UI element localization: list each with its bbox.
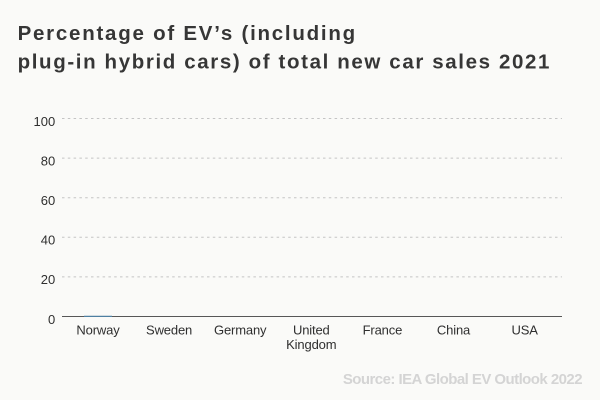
svg-text:100: 100 xyxy=(33,114,55,129)
svg-text:Source: IEA Global EV Outlook: Source: IEA Global EV Outlook 2022 xyxy=(343,371,582,388)
svg-text:0: 0 xyxy=(48,312,55,327)
svg-text:USA: USA xyxy=(511,323,538,338)
svg-text:60: 60 xyxy=(41,193,55,208)
svg-text:China: China xyxy=(437,323,471,338)
svg-text:Germany: Germany xyxy=(214,323,267,338)
svg-text:Sweden: Sweden xyxy=(146,323,192,338)
svg-text:United: United xyxy=(293,323,330,338)
svg-text:40: 40 xyxy=(41,233,55,248)
svg-text:80: 80 xyxy=(41,154,55,169)
svg-text:plug-in hybrid cars) of total: plug-in hybrid cars) of total new car sa… xyxy=(18,51,551,74)
svg-text:Norway: Norway xyxy=(76,323,120,338)
svg-text:France: France xyxy=(363,323,403,338)
svg-text:20: 20 xyxy=(41,272,55,287)
svg-text:Percentage of EV’s (including: Percentage of EV’s (including xyxy=(18,22,357,45)
svg-text:Kingdom: Kingdom xyxy=(286,337,336,352)
